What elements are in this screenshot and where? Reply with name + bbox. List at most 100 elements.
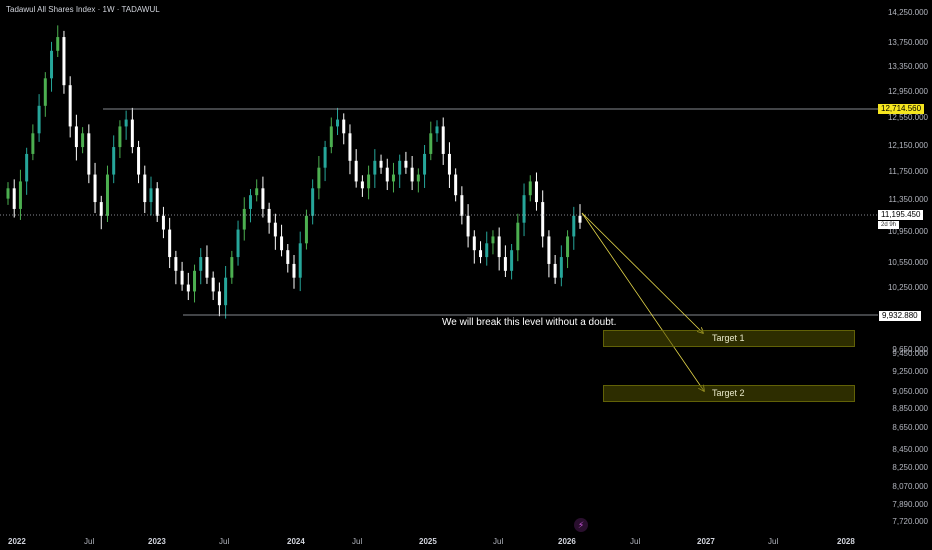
target-1-label: Target 1 [712, 333, 745, 343]
target-1-box[interactable] [603, 330, 855, 347]
candle-body [466, 215, 470, 237]
time-tick-label: Jul [630, 537, 641, 546]
candle-body [348, 133, 352, 161]
candle-body [74, 126, 78, 148]
price-tick-label: 10,250.000 [887, 283, 928, 292]
candle-body [510, 250, 514, 271]
price-tick-label: 8,070.000 [892, 482, 928, 491]
price-tick-label: 7,890.000 [892, 500, 928, 509]
candle-body [230, 257, 234, 278]
resistance-price-tag: 12,714.560 [878, 104, 925, 114]
price-tick-label: 10,950.000 [887, 227, 928, 236]
candle-body [317, 167, 321, 189]
price-tick-label: 12,150.000 [887, 141, 928, 150]
price-tick-label: 9,250.000 [892, 367, 928, 376]
price-tick-label: 9,450.000 [892, 349, 928, 358]
candle-body [273, 222, 277, 237]
candle-body [572, 215, 576, 237]
price-tick-label: 8,250.000 [892, 463, 928, 472]
candle-body [286, 250, 290, 264]
candle-body [193, 270, 197, 292]
candle-body [323, 147, 327, 168]
candle-body [528, 181, 532, 196]
candle-body [354, 160, 358, 182]
candle-body [342, 119, 346, 134]
candle-body [18, 181, 22, 209]
candle-body [423, 153, 427, 175]
candle-body [503, 257, 507, 271]
candle-body [416, 174, 420, 182]
candle-body [130, 119, 134, 148]
candle-body [149, 188, 153, 203]
price-tick-label: 12,950.000 [887, 87, 928, 96]
candle-body [398, 160, 402, 175]
breakdown-annotation: We will break this level without a doubt… [442, 317, 617, 328]
price-tick-label: 13,350.000 [887, 62, 928, 71]
candle-body [479, 250, 483, 258]
candle-body [56, 37, 60, 51]
candle-body [522, 195, 526, 223]
candle-body [224, 277, 228, 306]
target-1-arrow[interactable] [581, 212, 703, 333]
candle-body [292, 263, 296, 278]
candle-body [186, 284, 190, 292]
candle-body [497, 236, 501, 258]
candle-body [199, 257, 203, 271]
candle-body [304, 215, 308, 244]
candle-body [174, 257, 178, 271]
target-2-arrow[interactable] [581, 212, 704, 391]
candle-body [62, 37, 66, 86]
target-2-box[interactable] [603, 385, 855, 402]
candle-body [311, 188, 315, 216]
candle-body [385, 167, 389, 182]
candle-body [43, 78, 47, 106]
price-tick-label: 14,250.000 [887, 8, 928, 17]
time-tick-label: Jul [219, 537, 230, 546]
lightning-icon[interactable]: ⚡ [574, 518, 588, 532]
time-tick-label: 2027 [697, 537, 715, 546]
candle-body [360, 181, 364, 189]
time-tick-label: Jul [768, 537, 779, 546]
time-tick-label: 2025 [419, 537, 437, 546]
time-tick-label: Jul [352, 537, 363, 546]
price-tick-label: 8,850.000 [892, 404, 928, 413]
candle-body [25, 153, 29, 182]
candle-body [37, 105, 41, 134]
time-tick-label: Jul [84, 537, 95, 546]
candle-body [112, 147, 116, 175]
current-price-tag: 11,195.450 [878, 210, 924, 220]
candle-body [578, 215, 582, 223]
candle-body [124, 119, 128, 127]
candle-body [6, 188, 10, 199]
candle-body [261, 188, 265, 209]
candle-body [105, 174, 109, 216]
candle-body [447, 153, 451, 175]
time-tick-label: Jul [493, 537, 504, 546]
candle-body [50, 50, 54, 79]
time-tick-label: 2026 [558, 537, 576, 546]
support-price-tag: 9,932.880 [878, 310, 922, 322]
candle-body [242, 208, 246, 230]
candle-body [329, 126, 333, 148]
candle-body [161, 215, 165, 230]
candle-body [99, 202, 103, 216]
price-tick-label: 7,720.000 [892, 517, 928, 526]
candle-body [81, 133, 85, 148]
candle-body [68, 85, 72, 127]
candle-body [87, 133, 91, 175]
price-tick-label: 11,350.000 [888, 195, 928, 204]
time-tick-label: 2028 [837, 537, 855, 546]
time-tick-label: 2022 [8, 537, 26, 546]
candle-body [441, 126, 445, 154]
chart-title: Tadawul All Shares Index · 1W · TADAWUL [6, 5, 160, 14]
price-tick-label: 9,050.000 [892, 387, 928, 396]
price-tick-label: 13,750.000 [887, 38, 928, 47]
candle-body [435, 126, 439, 134]
candle-body [31, 133, 35, 154]
candle-body [566, 236, 570, 258]
candle-body [236, 229, 240, 258]
time-tick-label: 2024 [287, 537, 305, 546]
candle-body [553, 263, 557, 278]
price-tick-label: 10,550.000 [887, 258, 928, 267]
